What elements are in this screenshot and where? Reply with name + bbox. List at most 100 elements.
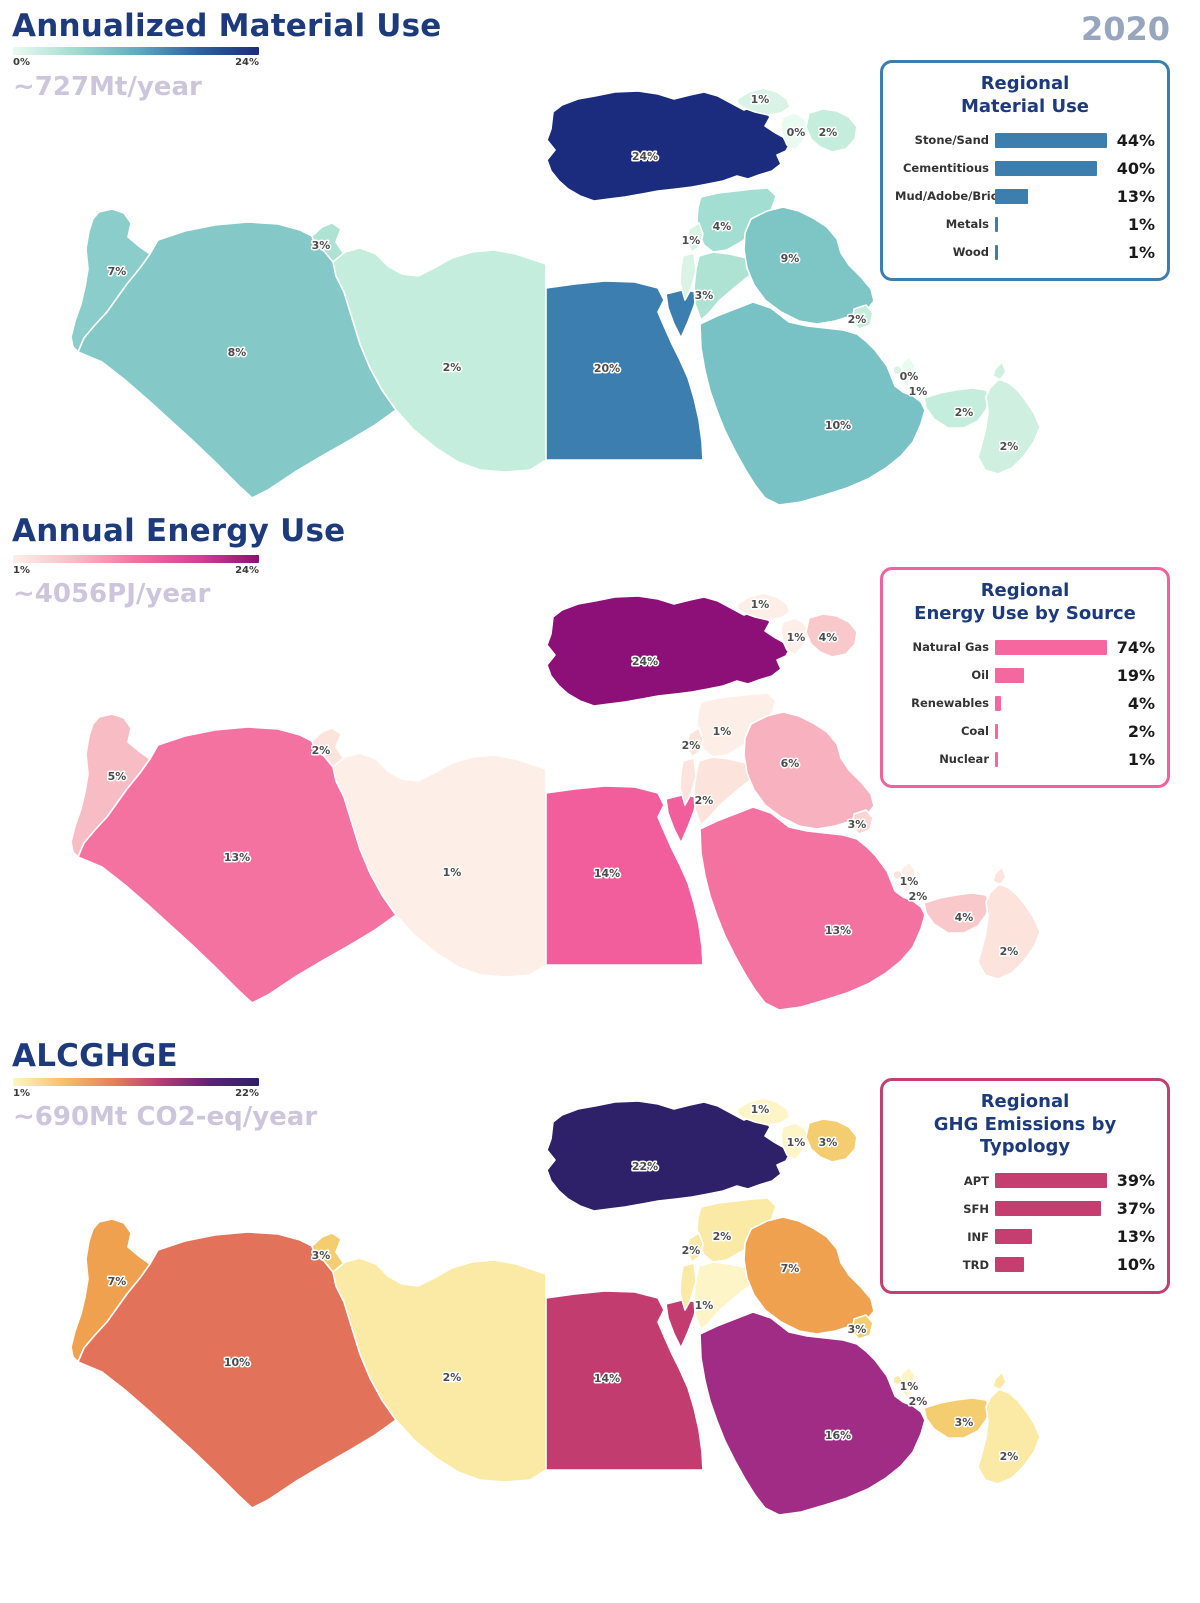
legend-bar: [995, 639, 1107, 655]
country-value-label-georgia: 1%: [751, 1103, 770, 1116]
country-value-label-uae: 4%: [955, 911, 974, 924]
legend-bar-track: [995, 1257, 1109, 1272]
legend-row: Oil 19%: [895, 661, 1155, 689]
country-value-label-kuwait: 3%: [848, 1323, 867, 1336]
year-label: 2020: [1080, 10, 1170, 48]
section-title-alcghge: ALCGHGE: [12, 1038, 178, 1074]
ghg-legend-box: Regional GHG Emissions by Typology APT 39…: [880, 1078, 1170, 1294]
country-value-label-tunisia: 3%: [312, 1249, 331, 1262]
legend-title-line2: Energy Use by Source: [914, 602, 1136, 624]
legend-row-label: Cementitious: [902, 161, 989, 175]
country-value-label-qatar: 1%: [900, 1380, 919, 1393]
country-turkey: [546, 595, 791, 707]
country-oman: [977, 866, 1041, 980]
country-value-label-morocco: 7%: [108, 1275, 127, 1288]
legend-bar-track: [995, 188, 1109, 204]
legend-row-value: 39%: [1116, 1171, 1155, 1190]
legend-row-label: Coal: [960, 724, 989, 738]
country-value-label-bahrain: 2%: [909, 1395, 928, 1408]
legend-bar-track: [995, 751, 1109, 767]
country-value-label-oman: 2%: [1000, 1450, 1019, 1463]
legend-row-value: 19%: [1116, 665, 1155, 685]
legend-row-label: SFH: [963, 1201, 989, 1216]
country-value-label-morocco: 7%: [108, 265, 127, 278]
legend-bar-track: [995, 244, 1109, 260]
energy-use-section: 5% 13% 2% 1% 14% 24% 1% 1% 4% 1% 2% 2% 6% 3% 13% 1% 2% 4%…: [0, 505, 1200, 1011]
legend-row-value: 10%: [1116, 1255, 1155, 1274]
legend-bar-track: [995, 723, 1109, 739]
scale-min-label: 1%: [13, 1088, 30, 1099]
country-value-label-turkey: 22%: [632, 1160, 658, 1173]
country-value-label-jordan: 1%: [695, 1299, 714, 1312]
country-value-label-iraq: 6%: [781, 757, 800, 770]
legend-row-value: 1%: [1127, 749, 1155, 769]
legend-bar: [995, 1257, 1024, 1272]
country-lebanon: [686, 1232, 704, 1263]
legend-row: Renewables 4%: [895, 689, 1155, 717]
country-azerbaijan: [805, 613, 858, 658]
country-value-label-armenia: 1%: [787, 1136, 806, 1149]
country-iraq: [743, 206, 875, 325]
country-value-label-libya: 2%: [443, 361, 462, 374]
country-iraq: [743, 1216, 875, 1335]
country-value-label-azerbaijan: 3%: [819, 1136, 838, 1149]
energy-color-scale: 1% 24%: [13, 555, 259, 576]
legend-row: TRD 10%: [895, 1251, 1155, 1279]
country-value-label-oman: 2%: [1000, 440, 1019, 453]
country-lebanon: [686, 727, 704, 758]
legend-bar-track: [995, 160, 1109, 176]
scale-min-label: 1%: [13, 565, 30, 576]
ghg-emissions-section: 7% 10% 3% 2% 14% 22% 1% 1% 3% 2% 2% 1% 7% 3% 16% 1% 2% 3%…: [0, 1010, 1200, 1603]
legend-bar: [995, 667, 1024, 683]
legend-row-label: INF: [967, 1229, 989, 1244]
legend-bar: [995, 695, 1002, 711]
country-value-label-lebanon: 2%: [682, 1244, 701, 1257]
country-saudi_arabia: [699, 806, 926, 1011]
legend-row-value: 13%: [1116, 186, 1155, 206]
legend-row: APT 39%: [895, 1167, 1155, 1195]
country-bahrain: [892, 364, 903, 376]
country-uae: [923, 387, 991, 429]
country-value-label-azerbaijan: 4%: [819, 631, 838, 644]
country-value-label-iraq: 7%: [781, 1262, 800, 1275]
country-value-label-algeria: 13%: [224, 851, 250, 864]
legend-row-label: Nuclear: [939, 752, 989, 766]
energy-total-label: ~4056PJ/year: [13, 579, 211, 609]
material-color-scale: 0% 24%: [13, 47, 259, 68]
country-bahrain: [892, 869, 903, 881]
legend-row: Natural Gas 74%: [895, 633, 1156, 661]
legend-bar-track: [995, 216, 1109, 232]
country-bahrain: [892, 1374, 903, 1386]
country-turkey: [546, 1100, 791, 1212]
country-value-label-jordan: 2%: [695, 794, 714, 807]
legend-title-line1: Regional: [980, 580, 1070, 601]
country-value-label-syria: 2%: [713, 1230, 732, 1243]
country-value-label-algeria: 10%: [224, 1356, 250, 1369]
country-armenia: [780, 1122, 810, 1161]
legend-row-value: 1%: [1127, 214, 1155, 234]
country-turkey: [546, 90, 791, 202]
country-georgia: [736, 1097, 791, 1126]
scale-max-label: 24%: [235, 57, 259, 68]
legend-row-value: 74%: [1116, 637, 1155, 657]
legend-bar-track: [995, 639, 1109, 655]
country-value-label-turkey: 24%: [632, 150, 658, 163]
legend-row: SFH 37%: [895, 1195, 1155, 1223]
ghg-color-scale-ends: 1% 22%: [13, 1088, 259, 1099]
legend-row-value: 4%: [1127, 693, 1155, 713]
material-total-label: ~727Mt/year: [13, 72, 202, 102]
legend-bar-track: [995, 1173, 1109, 1188]
energy-color-scale-ends: 1% 24%: [13, 565, 259, 576]
section-title-material-use: Annualized Material Use: [12, 8, 442, 44]
country-value-label-georgia: 1%: [751, 598, 770, 611]
country-value-label-lebanon: 2%: [682, 739, 701, 752]
country-value-label-bahrain: 2%: [909, 890, 928, 903]
legend-bar: [995, 160, 1097, 176]
material-use-map: 7% 8% 3% 2% 20% 24% 1% 0% 2% 4% 1% 3% 9% 2% 10% 0% 1% 2% 2…: [70, 87, 1041, 506]
country-value-label-qatar: 0%: [900, 370, 919, 383]
country-value-label-georgia: 1%: [751, 93, 770, 106]
country-armenia: [780, 617, 810, 656]
material-legend-box: Regional Material Use Stone/Sand 44% Cemen…: [880, 60, 1170, 281]
ghg-color-scale-gradient: [13, 1078, 259, 1086]
